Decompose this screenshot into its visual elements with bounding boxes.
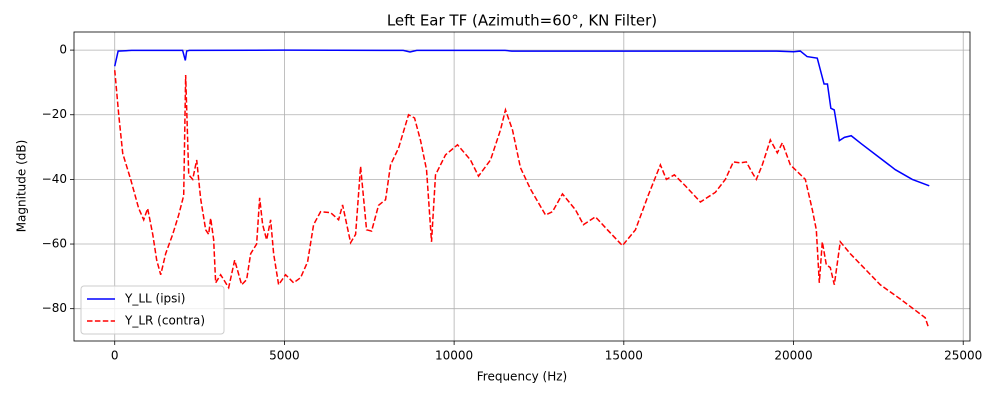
plot-frame xyxy=(73,31,971,342)
y-axis-label: Magnitude (dB) xyxy=(15,140,29,233)
x-tick-label: 5000 xyxy=(269,349,300,363)
x-tick-label: 20000 xyxy=(774,349,812,363)
data-line xyxy=(113,70,929,328)
y-tick-label: −60 xyxy=(42,237,67,251)
x-tick-label: 0 xyxy=(111,349,119,363)
data-line xyxy=(113,49,930,187)
x-tick-label: 10000 xyxy=(435,349,473,363)
legend-label: Y_LL (ipsi) xyxy=(124,292,185,306)
x-axis-label: Frequency (Hz) xyxy=(477,370,568,384)
chart-title: Left Ear TF (Azimuth=60°, KN Filter) xyxy=(387,12,657,30)
legend-box xyxy=(80,285,225,335)
x-tick-label: 25000 xyxy=(944,349,982,363)
y-tick-label: 0 xyxy=(59,43,67,57)
legend-label: Y_LR (contra) xyxy=(124,314,205,328)
y-tick-label: −80 xyxy=(42,301,67,315)
y-tick-label: −20 xyxy=(42,107,67,121)
y-tick-label: −40 xyxy=(42,172,67,186)
x-tick-label: 15000 xyxy=(605,349,643,363)
